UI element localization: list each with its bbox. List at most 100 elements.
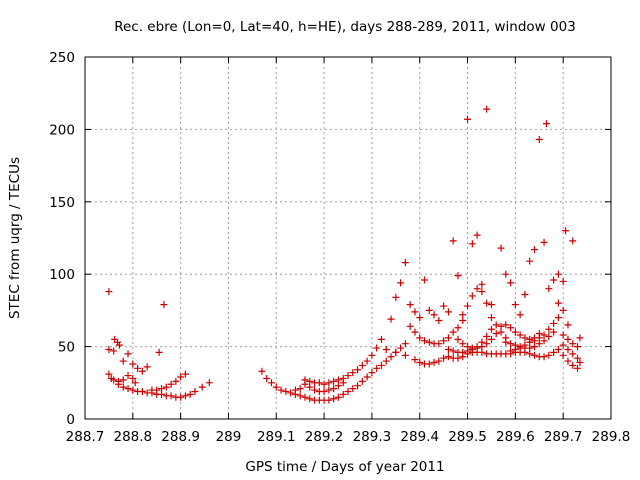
data-point — [382, 357, 390, 365]
data-point — [449, 328, 457, 336]
x-tick-label: 289.5 — [448, 429, 487, 445]
data-point — [521, 290, 529, 298]
data-point — [425, 338, 433, 346]
data-point — [143, 363, 151, 371]
data-point — [521, 341, 529, 349]
data-point — [569, 361, 577, 369]
data-point — [306, 377, 314, 385]
data-point — [330, 385, 338, 393]
axis-ticks: 288.7 288.8 288.9 289 289.1 289.2 289.3 289.4 28… — [49, 50, 630, 445]
data-point — [296, 385, 304, 393]
data-point — [387, 315, 395, 323]
data-point — [263, 374, 271, 382]
data-point — [440, 302, 448, 310]
data-point — [406, 322, 414, 330]
data-point — [406, 301, 414, 309]
data-point — [315, 379, 323, 387]
data-point — [387, 353, 395, 361]
data-point — [105, 288, 113, 296]
data-point — [105, 370, 113, 378]
y-tick-label: 0 — [66, 412, 75, 428]
data-point — [545, 285, 553, 293]
data-point — [124, 372, 132, 380]
x-tick-label: 288.9 — [161, 429, 200, 445]
data-point — [507, 279, 515, 287]
data-point — [339, 390, 347, 398]
data-point — [416, 314, 424, 322]
data-point — [449, 347, 457, 355]
data-point — [134, 364, 142, 372]
data-point — [320, 380, 328, 388]
data-point — [277, 386, 285, 394]
data-point — [334, 376, 342, 384]
data-point — [459, 348, 467, 356]
data-point — [487, 325, 495, 333]
data-point — [430, 311, 438, 319]
data-point — [291, 386, 299, 394]
data-point — [540, 238, 548, 246]
data-point — [569, 340, 577, 348]
data-point — [554, 345, 562, 353]
data-point — [497, 244, 505, 252]
data-point — [411, 356, 419, 364]
data-point — [373, 364, 381, 372]
data-point — [559, 277, 567, 285]
x-tick-label: 288.7 — [66, 429, 105, 445]
data-point — [181, 392, 189, 400]
data-point — [138, 387, 146, 395]
data-point — [330, 377, 338, 385]
data-point — [516, 344, 524, 352]
data-point — [487, 301, 495, 309]
data-point — [550, 328, 558, 336]
data-point — [435, 340, 443, 348]
data-point — [473, 231, 481, 239]
data-point — [440, 354, 448, 362]
data-point — [487, 314, 495, 322]
x-tick-label: 289.8 — [592, 429, 631, 445]
y-tick-label: 150 — [49, 195, 75, 211]
y-tick-label: 250 — [49, 50, 75, 66]
data-point — [124, 385, 132, 393]
data-point — [521, 334, 529, 342]
data-point — [344, 387, 352, 395]
data-point — [377, 335, 385, 343]
data-point — [545, 332, 553, 340]
data-point — [444, 353, 452, 361]
data-point — [344, 372, 352, 380]
data-point — [186, 390, 194, 398]
data-point — [454, 335, 462, 343]
data-point — [411, 308, 419, 316]
y-tick-label: 50 — [58, 340, 75, 356]
data-point — [172, 377, 180, 385]
y-axis-label: STEC from uqrg / TECUs — [7, 157, 23, 319]
chart-title: Rec. ebre (Lon=0, Lat=40, h=HE), days 28… — [114, 19, 576, 35]
data-point — [119, 376, 127, 384]
data-point — [110, 347, 118, 355]
data-point — [449, 237, 457, 245]
data-points — [105, 105, 584, 404]
data-point — [363, 373, 371, 381]
data-point — [478, 288, 486, 296]
data-point — [110, 376, 118, 384]
data-point — [444, 308, 452, 316]
data-point — [483, 340, 491, 348]
data-point — [459, 340, 467, 348]
data-point — [119, 383, 127, 391]
data-point — [416, 334, 424, 342]
x-tick-label: 289.7 — [544, 429, 583, 445]
data-point — [483, 332, 491, 340]
data-point — [368, 369, 376, 377]
data-point — [397, 279, 405, 287]
data-point — [124, 350, 132, 358]
data-point — [564, 321, 572, 329]
data-point — [349, 385, 357, 393]
data-point — [554, 299, 562, 307]
data-point — [397, 344, 405, 352]
data-point — [282, 387, 290, 395]
data-point — [138, 367, 146, 375]
data-point — [368, 351, 376, 359]
data-point — [554, 314, 562, 322]
data-point — [483, 299, 491, 307]
x-tick-label: 289.6 — [496, 429, 535, 445]
